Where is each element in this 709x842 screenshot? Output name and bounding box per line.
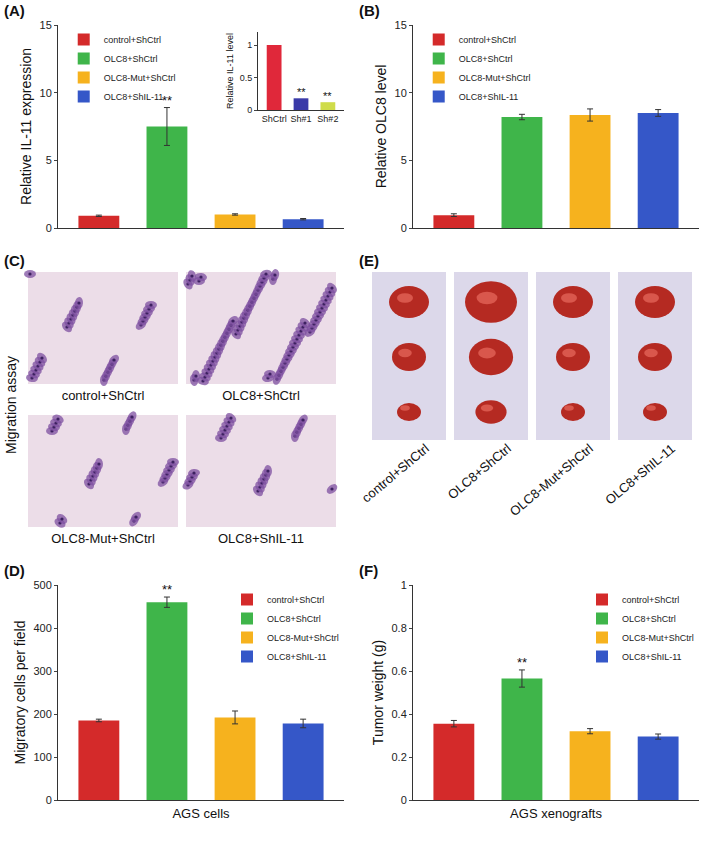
- svg-text:OLC8+ShCtrl: OLC8+ShCtrl: [267, 614, 321, 624]
- svg-text:control+ShCtrl: control+ShCtrl: [359, 441, 432, 506]
- svg-text:OLC8+ShCtrl: OLC8+ShCtrl: [222, 388, 300, 403]
- html-text:(F): (F): [359, 562, 379, 579]
- svg-text:AGS xenografts: AGS xenografts: [510, 806, 602, 821]
- svg-text:control+ShCtrl: control+ShCtrl: [267, 595, 324, 605]
- svg-text:OLC8-Mut+ShCtrl: OLC8-Mut+ShCtrl: [622, 633, 694, 643]
- svg-text:OLC8-Mut+ShCtrl: OLC8-Mut+ShCtrl: [51, 531, 155, 546]
- svg-text:OLC8+ShIL-11: OLC8+ShIL-11: [602, 441, 678, 508]
- svg-text:OLC8+ShIL-11: OLC8+ShIL-11: [622, 652, 682, 662]
- svg-text:500: 500: [33, 579, 51, 591]
- svg-text:Sh#1: Sh#1: [290, 114, 311, 124]
- svg-text:OLC8+ShCtrl: OLC8+ShCtrl: [445, 441, 514, 502]
- svg-text:0: 0: [46, 222, 52, 234]
- svg-text:OLC8-Mut+ShCtrl: OLC8-Mut+ShCtrl: [104, 73, 176, 83]
- svg-text:OLC8+ShCtrl: OLC8+ShCtrl: [459, 54, 513, 64]
- html-text:(D): (D): [4, 562, 25, 579]
- svg-text:1: 1: [247, 40, 252, 50]
- svg-text:0: 0: [46, 794, 52, 806]
- svg-text:OLC8+ShCtrl: OLC8+ShCtrl: [104, 54, 158, 64]
- svg-text:**: **: [517, 655, 527, 670]
- svg-text:Relative IL-11 expression: Relative IL-11 expression: [18, 48, 34, 205]
- svg-text:OLC8-Mut+ShCtrl: OLC8-Mut+ShCtrl: [507, 441, 596, 519]
- svg-text:control+ShCtrl: control+ShCtrl: [62, 388, 145, 403]
- svg-text:**: **: [162, 93, 172, 108]
- svg-text:OLC8+ShIL-11: OLC8+ShIL-11: [104, 92, 164, 102]
- svg-text:ShCtrl: ShCtrl: [262, 114, 287, 124]
- svg-text:300: 300: [33, 665, 51, 677]
- html-text:(E): (E): [359, 252, 379, 269]
- svg-text:control+ShCtrl: control+ShCtrl: [459, 35, 516, 45]
- svg-text:OLC8-Mut+ShCtrl: OLC8-Mut+ShCtrl: [267, 633, 339, 643]
- svg-text:Tumor weight (g): Tumor weight (g): [370, 640, 386, 745]
- svg-text:0: 0: [247, 105, 252, 115]
- svg-text:AGS cells: AGS cells: [172, 806, 230, 821]
- svg-text:**: **: [297, 86, 306, 98]
- svg-text:Migratory cells per field: Migratory cells per field: [12, 621, 28, 765]
- svg-text:**: **: [323, 90, 332, 102]
- svg-text:15: 15: [395, 19, 407, 31]
- svg-text:10: 10: [40, 87, 52, 99]
- svg-text:Relative IL-11 level: Relative IL-11 level: [225, 33, 235, 109]
- svg-text:10: 10: [395, 87, 407, 99]
- svg-text:Migration assay: Migration assay: [3, 356, 19, 454]
- svg-text:0.8: 0.8: [392, 622, 407, 634]
- svg-text:200: 200: [33, 708, 51, 720]
- svg-text:5: 5: [401, 154, 407, 166]
- svg-text:OLC8+ShCtrl: OLC8+ShCtrl: [622, 614, 676, 624]
- svg-text:OLC8+ShIL-11: OLC8+ShIL-11: [459, 92, 519, 102]
- svg-text:Sh#2: Sh#2: [317, 114, 338, 124]
- svg-text:0.6: 0.6: [392, 665, 407, 677]
- svg-text:1: 1: [401, 579, 407, 591]
- svg-text:OLC8-Mut+ShCtrl: OLC8-Mut+ShCtrl: [459, 73, 531, 83]
- html-text:(B): (B): [359, 2, 380, 19]
- svg-text:0.4: 0.4: [392, 708, 407, 720]
- svg-text:5: 5: [46, 154, 52, 166]
- svg-text:OLC8+ShIL-11: OLC8+ShIL-11: [267, 652, 327, 662]
- html-text:(A): (A): [4, 2, 25, 19]
- svg-text:Relative OLC8 level: Relative OLC8 level: [373, 65, 389, 189]
- svg-text:400: 400: [33, 622, 51, 634]
- svg-text:100: 100: [33, 751, 51, 763]
- svg-text:**: **: [162, 582, 172, 597]
- html-text:(C): (C): [4, 252, 25, 269]
- svg-text:OLC8+ShIL-11: OLC8+ShIL-11: [218, 531, 304, 546]
- svg-text:control+ShCtrl: control+ShCtrl: [622, 595, 679, 605]
- svg-text:0: 0: [401, 222, 407, 234]
- svg-text:0.5: 0.5: [240, 73, 253, 83]
- svg-text:control+ShCtrl: control+ShCtrl: [104, 35, 161, 45]
- svg-text:15: 15: [40, 19, 52, 31]
- svg-text:0: 0: [401, 794, 407, 806]
- svg-text:0.2: 0.2: [392, 751, 407, 763]
